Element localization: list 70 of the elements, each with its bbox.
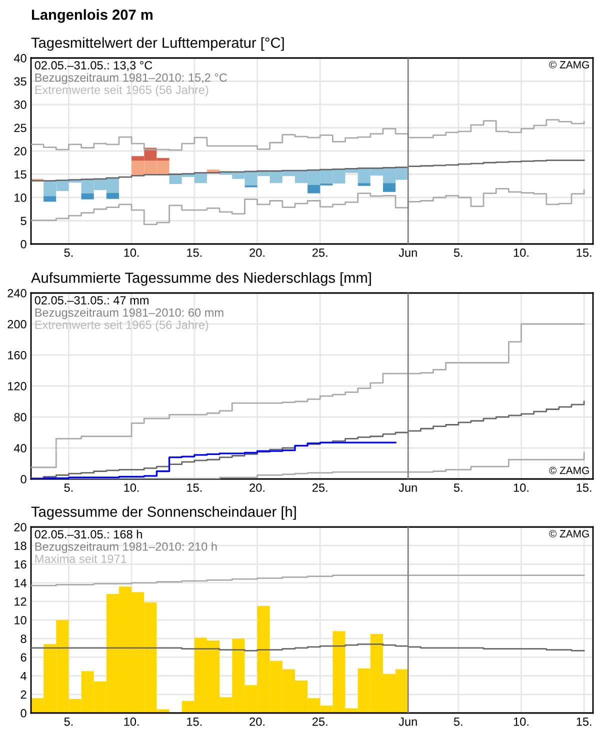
x-tick-label: 15. [576,248,592,257]
x-tick-label: 20. [250,483,264,492]
annotation: Bezugszeitraum 1981–2010: 210 h [35,542,217,554]
x-tick-label: Jun [398,248,417,257]
x-tick-label: 10. [124,248,139,257]
chart-title: Aufsummierte Tagessumme des Niederschlags [mm] [31,272,371,286]
x-tick-label: 20. [250,248,264,257]
y-tick-label: 4 [20,672,26,680]
annotation: 02.05.–31.05.: 47 mm [34,296,148,304]
y-tick-label: 0 [20,709,26,718]
y-tick-label: 12 [14,597,26,606]
y-tick-label: 240 [8,289,26,298]
x-tick-label: 5. [64,248,73,257]
y-tick-label: 6 [20,653,26,662]
chart-subtitle: Tagesmittelwert der Lufttemperatur [°C] [31,37,284,51]
annotation: Bezugszeitraum 1981–2010: 15,2 °C [35,73,227,84]
annotation: Extremwerte seit 1965 (56 Jahre) [35,320,208,332]
x-tick-label: 15. [187,718,202,726]
annotation: Maxima seit 1971 [35,554,126,564]
y-tick-label: 40 [14,444,26,452]
y-tick-label: 20 [14,523,26,532]
y-tick-label: 18 [14,542,26,550]
annotation: Bezugszeitraum 1981–2010: 60 mm [35,308,224,320]
annotation: © ZAMG [549,466,589,474]
chart-title: Langenlois 207 m [32,9,152,23]
y-tick-label: 0 [20,475,26,484]
x-tick-label: 25. [312,248,328,257]
y-tick-label: 80 [14,413,26,422]
chart-title: Tagessumme der Sonnenscheindauer [h] [31,506,296,520]
y-tick-label: 160 [8,351,26,360]
x-tick-label: 10. [514,248,528,257]
annotation: © ZAMG [549,530,589,538]
x-tick-label: 10. [124,483,139,492]
x-tick-label: 20. [250,717,264,726]
y-tick-label: 40 [14,54,26,62]
y-tick-label: 10 [14,616,26,624]
y-tick-label: 25 [14,124,26,132]
x-tick-label: 5. [64,718,73,726]
y-tick-label: 15 [14,170,26,179]
x-tick-label: 25. [312,717,328,726]
y-tick-label: 0 [20,240,26,248]
y-tick-label: 30 [14,100,26,109]
y-tick-label: 200 [8,320,26,328]
x-tick-label: Jun [398,718,417,726]
annotation: 02.05.–31.05.: 168 h [34,530,142,538]
y-tick-label: 5 [20,216,26,226]
annotation: Extremwerte seit 1965 (56 Jahre) [35,85,208,96]
x-tick-label: 25. [312,483,328,492]
y-tick-label: 2 [20,690,26,699]
x-tick-label: 15. [187,248,202,257]
x-tick-label: 10. [514,483,528,492]
x-tick-label: 15. [576,484,592,492]
x-tick-label: 5. [454,718,462,726]
x-tick-label: 15. [187,484,202,492]
x-tick-label: 5. [454,248,462,257]
annotation: © ZAMG [549,61,589,68]
x-tick-label: 5. [64,484,73,492]
y-tick-label: 20 [14,147,26,156]
y-tick-label: 120 [8,382,26,390]
y-tick-label: 10 [14,194,26,202]
y-tick-label: 8 [20,634,26,643]
x-tick-label: 10. [124,717,139,726]
y-tick-label: 16 [14,560,26,569]
x-tick-label: 15. [576,718,592,726]
y-tick-label: 35 [14,77,26,86]
x-tick-label: Jun [398,484,417,492]
x-tick-label: 5. [454,484,462,492]
y-tick-label: 14 [14,578,26,588]
x-tick-label: 10. [514,717,528,726]
annotation: 02.05.–31.05.: 13,3 °C [34,61,152,71]
